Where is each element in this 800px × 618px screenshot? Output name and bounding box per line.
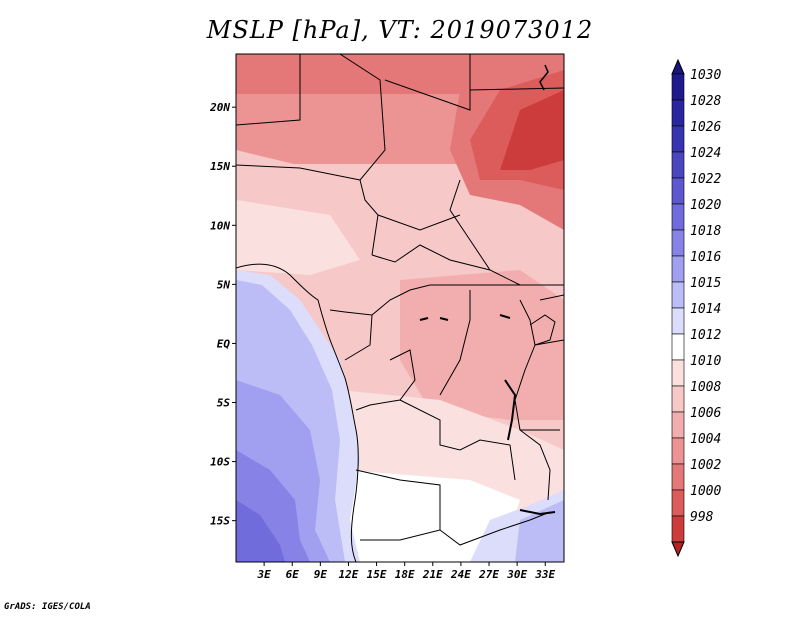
lat-tick-label: 5S [217,397,231,410]
lon-tick-label: 27E [478,568,499,581]
map-frame [235,53,565,563]
lon-tick-label: 9E [314,568,328,581]
colorbar-swatch [671,281,685,309]
colorbar-label: 1016 [690,250,721,265]
colorbar-label: 1000 [690,484,721,499]
longitude-axis: 3E 6E 9E 12E 15E 18E 21E 24E 27E 30E 33E [256,562,556,581]
lat-tick-label: 10S [210,456,230,469]
colorbar-swatch [671,489,685,517]
colorbar-swatch [671,385,685,413]
colorbar-label: 1026 [690,120,721,135]
colorbar-swatch [671,437,685,465]
colorbar-top-triangle [671,58,685,75]
lon-tick-label: 30E [506,568,527,581]
colorbar-label: 1030 [690,68,721,83]
colorbar-swatch [671,333,685,361]
colorbar-swatch [671,229,685,257]
lon-tick-label: 24E [450,568,471,581]
colorbar-label: 1002 [690,458,721,473]
lon-tick-label: 3E [256,568,271,581]
country-borders [236,54,564,562]
lon-tick-label: 15E [367,568,387,581]
colorbar-label: 1028 [690,94,721,109]
colorbar-swatch [671,177,685,205]
colorbar-label: 998 [690,510,714,525]
colorbar: 1030 1028 1026 1024 1022 1020 1018 1016 1015 1014… [671,58,721,558]
lon-tick-label: 21E [422,568,443,581]
colorbar-label: 1014 [690,302,721,317]
colorbar-swatch [671,307,685,335]
map-title: MSLP [hPa], VT: 2019073012 [206,16,594,44]
colorbar-label: 1018 [690,224,721,239]
lon-tick-label: 6E [286,568,300,581]
colorbar-label: 1010 [690,354,721,369]
lon-tick-label: 18E [395,568,415,581]
lat-tick-label: 5N [217,278,231,291]
lat-tick-label: 20N [209,101,230,114]
colorbar-label: 1022 [690,172,721,187]
colorbar-label: 1004 [690,432,721,447]
colorbar-swatch [671,73,685,101]
colorbar-swatch [671,125,685,153]
colorbar-label: 1008 [690,380,721,395]
colorbar-swatch [671,359,685,387]
lon-tick-label: 12E [339,568,359,581]
colorbar-swatch [671,99,685,127]
latitude-axis: 20N 15N 10N 5N EQ 5S 10S 15S [209,101,236,528]
colorbar-bottom-triangle [671,541,685,558]
lon-tick-label: 33E [534,568,555,581]
colorbar-swatch [671,515,685,543]
colorbar-label: 1020 [690,198,721,213]
lat-tick-label: 15N [210,160,230,173]
colorbar-swatch [671,255,685,283]
grads-credit: GrADS: IGES/COLA [4,602,91,612]
colorbar-swatch [671,203,685,231]
colorbar-label: 1006 [690,406,721,421]
lat-tick-label: 10N [210,219,230,232]
colorbar-label: 1015 [690,276,721,291]
colorbar-label: 1012 [690,328,721,343]
colorbar-label: 1024 [690,146,721,161]
colorbar-swatch [671,411,685,439]
lat-tick-label: EQ [217,337,231,350]
colorbar-swatch [671,151,685,179]
pressure-field [236,54,564,562]
colorbar-swatch [671,463,685,491]
lat-tick-label: 15S [210,515,230,528]
